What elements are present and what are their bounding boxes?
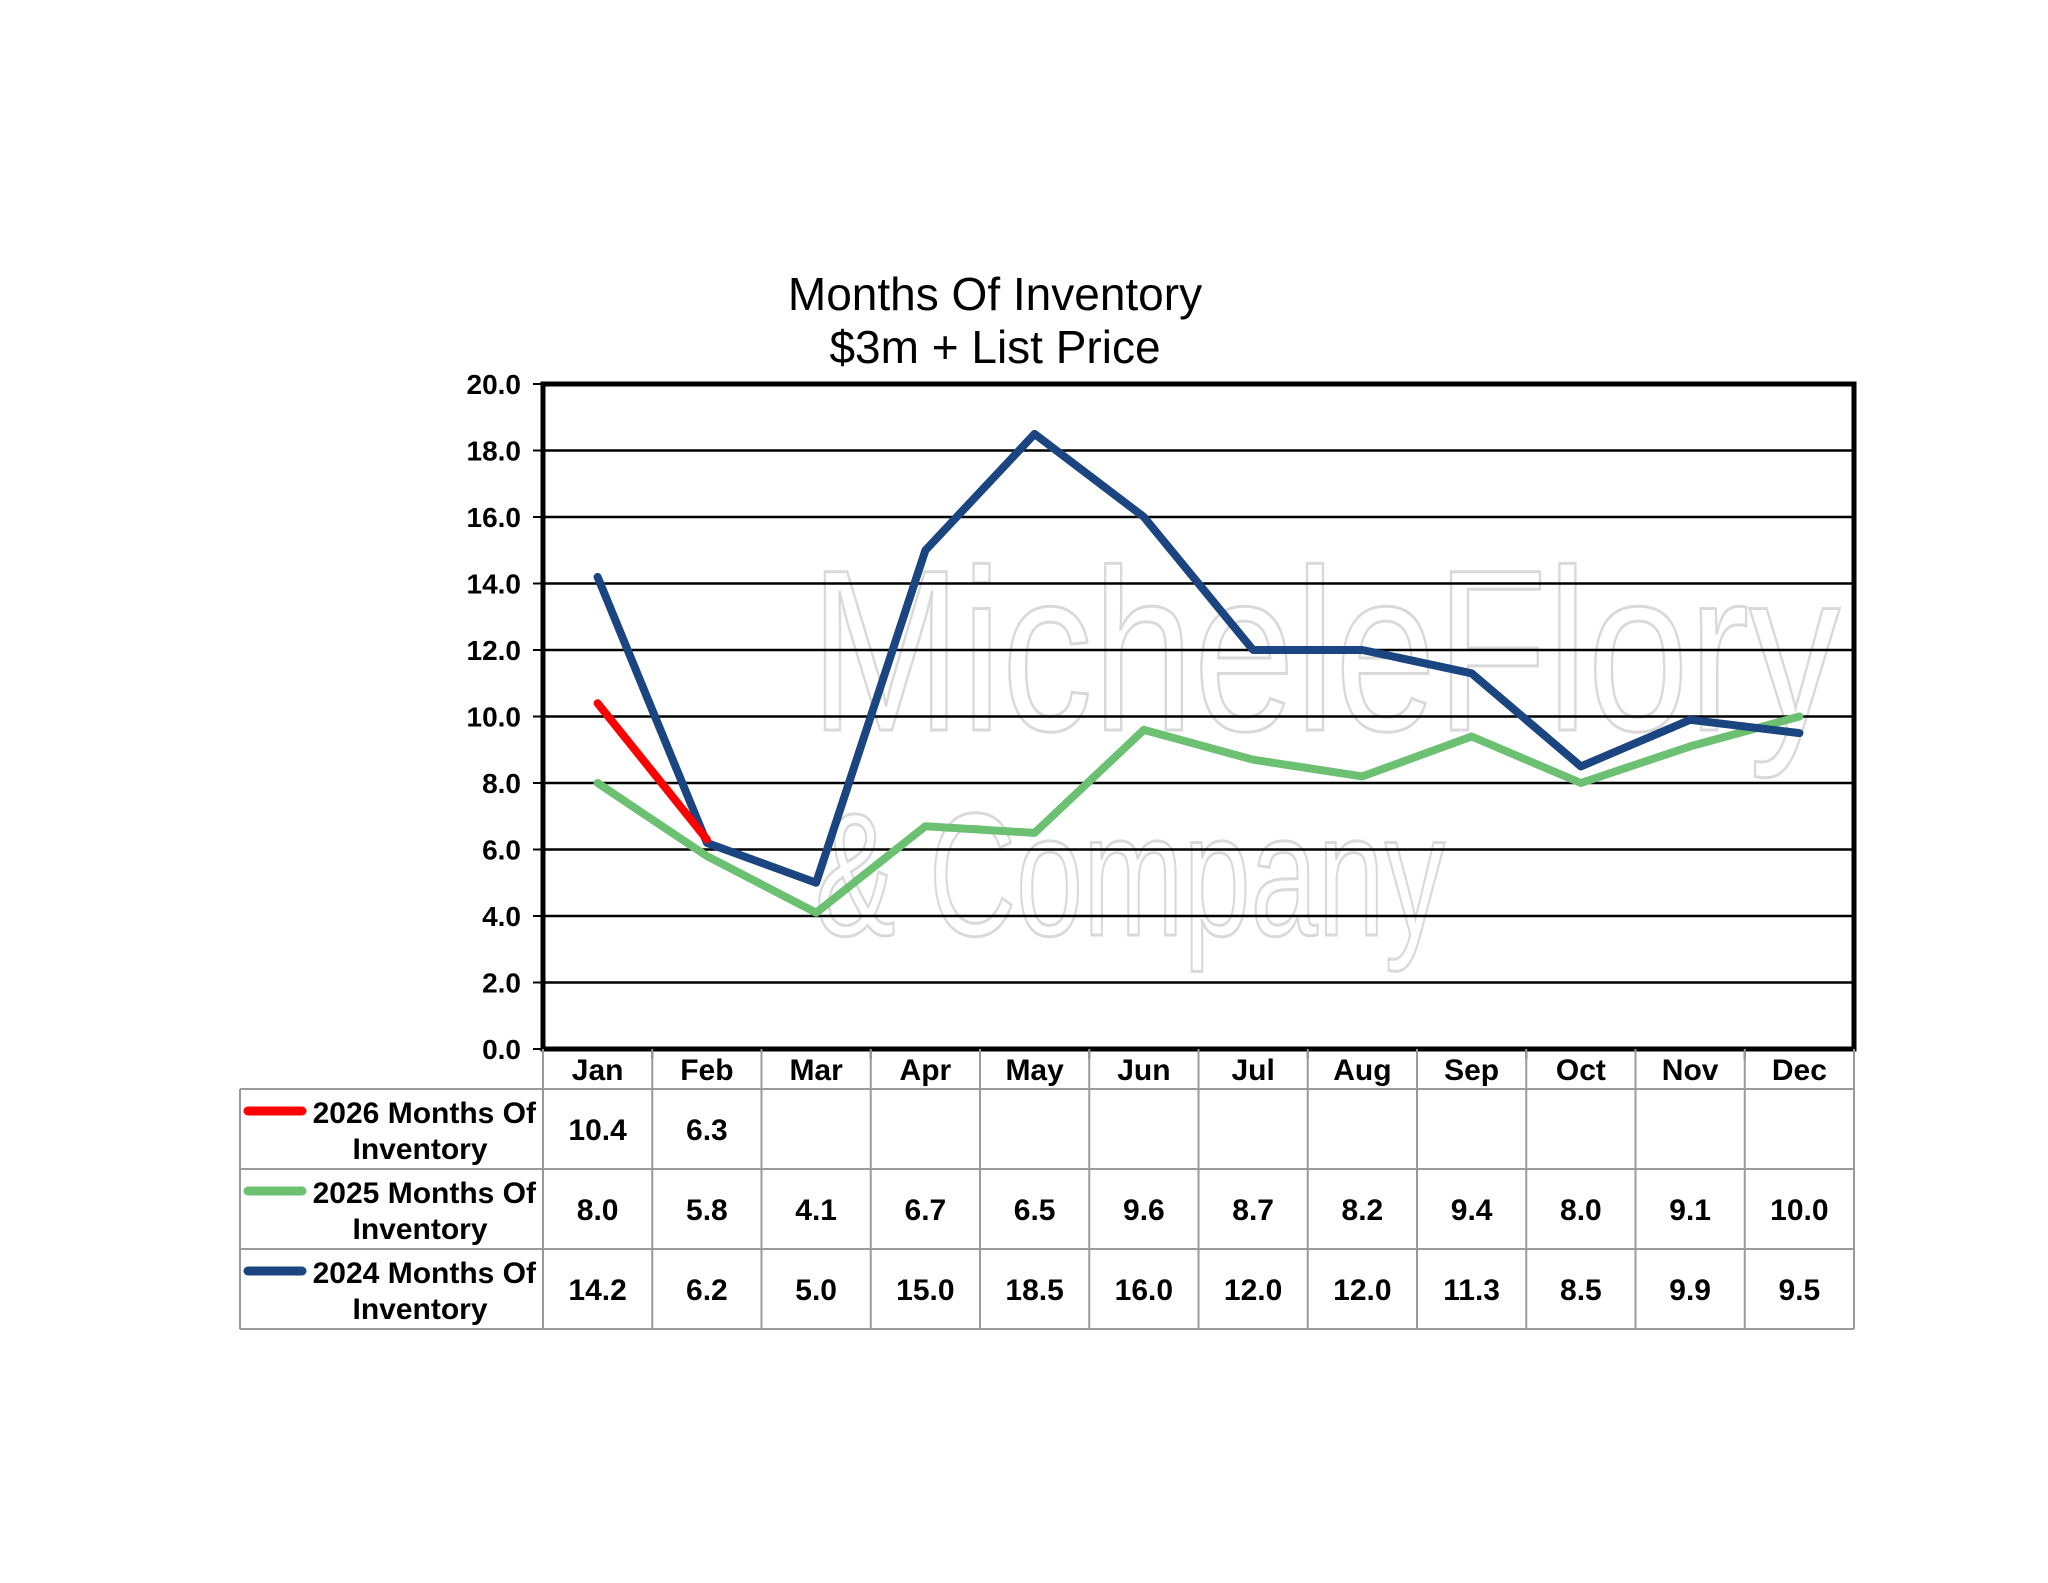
table-cell-value: 9.9 [1669, 1274, 1711, 1307]
table-cell-value: 12.0 [1333, 1274, 1391, 1307]
legend-label: Inventory [352, 1133, 487, 1166]
category-label: Nov [1662, 1054, 1719, 1087]
table-cell-value: 8.0 [1560, 1194, 1602, 1227]
y-tick-label: 2.0 [482, 968, 521, 999]
y-tick-label: 14.0 [467, 569, 522, 600]
table-cell-value: 8.0 [577, 1194, 619, 1227]
data-table: Jan Feb Mar Apr May Jun Jul Aug Sep Oct Nov Dec 2026… [239, 1049, 1855, 1330]
category-label: Apr [900, 1054, 952, 1087]
table-cell-value: 5.8 [686, 1194, 728, 1227]
category-label: Oct [1556, 1054, 1606, 1087]
y-tick-label: 12.0 [467, 635, 522, 666]
series-line-2026 [593, 699, 711, 844]
table-cell-value: 6.2 [686, 1274, 728, 1307]
table-cell-value: 9.5 [1779, 1274, 1821, 1307]
legend-label: Inventory [352, 1293, 487, 1326]
y-tick-label: 8.0 [482, 768, 521, 799]
table-cell-value: 6.3 [686, 1114, 728, 1147]
y-tick-label: 6.0 [482, 835, 521, 866]
series-lines [593, 429, 1804, 917]
table-cell-value: 12.0 [1224, 1274, 1282, 1307]
y-tick-label: 4.0 [482, 901, 521, 932]
y-tick-label: 20.0 [467, 369, 522, 400]
chart-title: Months Of Inventory [788, 268, 1202, 320]
table-cell-value: 18.5 [1005, 1274, 1063, 1307]
y-axis: 0.0 2.0 4.0 6.0 8.0 10.0 12.0 14.0 16.0 18.0 20.0 [467, 369, 1746, 1065]
y-tick-label: 16.0 [467, 502, 522, 533]
y-tick-label: 10.0 [467, 702, 522, 733]
category-label: Dec [1772, 1054, 1827, 1087]
table-cell-value: 8.2 [1342, 1194, 1384, 1227]
table-cell-value: 9.1 [1669, 1194, 1711, 1227]
table-cell-value: 9.6 [1123, 1194, 1165, 1227]
category-label: Jan [572, 1054, 624, 1087]
table-cell-value: 10.0 [1770, 1194, 1828, 1227]
series-line-2024 [593, 429, 1804, 887]
category-label: Jun [1117, 1054, 1170, 1087]
table-cell-value: 6.7 [905, 1194, 947, 1227]
y-tick-label: 18.0 [467, 436, 522, 467]
table-cell-value: 14.2 [568, 1274, 626, 1307]
table-cell-value: 4.1 [795, 1194, 837, 1227]
category-label: May [1005, 1054, 1064, 1087]
table-cell-value: 16.0 [1115, 1274, 1173, 1307]
table-cell-value: 11.3 [1443, 1274, 1500, 1307]
legend-label: 2026 Months Of [313, 1097, 537, 1130]
table-cell-value: 15.0 [896, 1274, 954, 1307]
y-tick-label: 0.0 [482, 1034, 521, 1065]
legend-label: 2024 Months Of [313, 1257, 537, 1290]
category-label: Feb [680, 1054, 733, 1087]
category-label: Sep [1444, 1054, 1499, 1087]
table-cell-value: 6.5 [1014, 1194, 1056, 1227]
table-cell-value: 9.4 [1451, 1194, 1493, 1227]
table-cell-value: 8.7 [1232, 1194, 1274, 1227]
series-line-2025 [593, 712, 1804, 917]
table-cell-value: 10.4 [568, 1114, 627, 1147]
chart-subtitle: $3m + List Price [829, 321, 1160, 373]
legend-label: Inventory [352, 1213, 487, 1246]
category-label: Mar [789, 1054, 843, 1087]
category-label: Jul [1231, 1054, 1274, 1087]
table-cell-value: 8.5 [1560, 1274, 1602, 1307]
watermark-line2: & Company [815, 778, 1445, 973]
category-label: Aug [1333, 1054, 1391, 1087]
legend-label: 2025 Months Of [313, 1177, 537, 1210]
table-cell-value: 5.0 [795, 1274, 837, 1307]
